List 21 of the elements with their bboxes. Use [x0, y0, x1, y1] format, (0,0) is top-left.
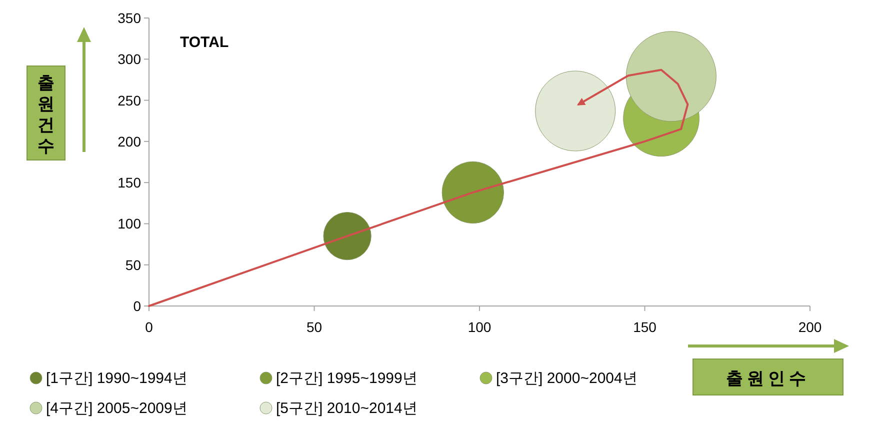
legend-label: [1구간] 1990~1994년	[46, 370, 188, 387]
y-tick-label: 100	[118, 216, 142, 232]
y-tick-label: 200	[118, 133, 142, 150]
legend-label: [3구간] 2000~2004년	[496, 370, 638, 387]
y-axis-title: 출원건수	[38, 74, 54, 156]
legend-label: [5구간] 2010~2014년	[276, 400, 418, 417]
x-tick-label: 50	[306, 319, 322, 335]
y-tick-label: 0	[133, 298, 142, 314]
x-axis-title: 출원인수	[726, 369, 810, 388]
y-tick-label: 300	[118, 51, 142, 68]
legend-label: [4구간] 2005~2009년	[46, 400, 188, 417]
y-tick-label: 150	[118, 174, 142, 191]
x-tick-label: 0	[145, 319, 154, 335]
y-tick-label: 50	[125, 256, 142, 273]
legend-label: [2구간] 1995~1999년	[276, 370, 418, 387]
y-tick-label: 350	[118, 10, 142, 26]
x-tick-label: 200	[798, 319, 822, 335]
x-tick-label: 100	[468, 319, 492, 335]
x-tick-label: 150	[633, 319, 657, 335]
y-tick-label: 250	[118, 92, 142, 108]
text: TOTAL	[180, 34, 229, 51]
